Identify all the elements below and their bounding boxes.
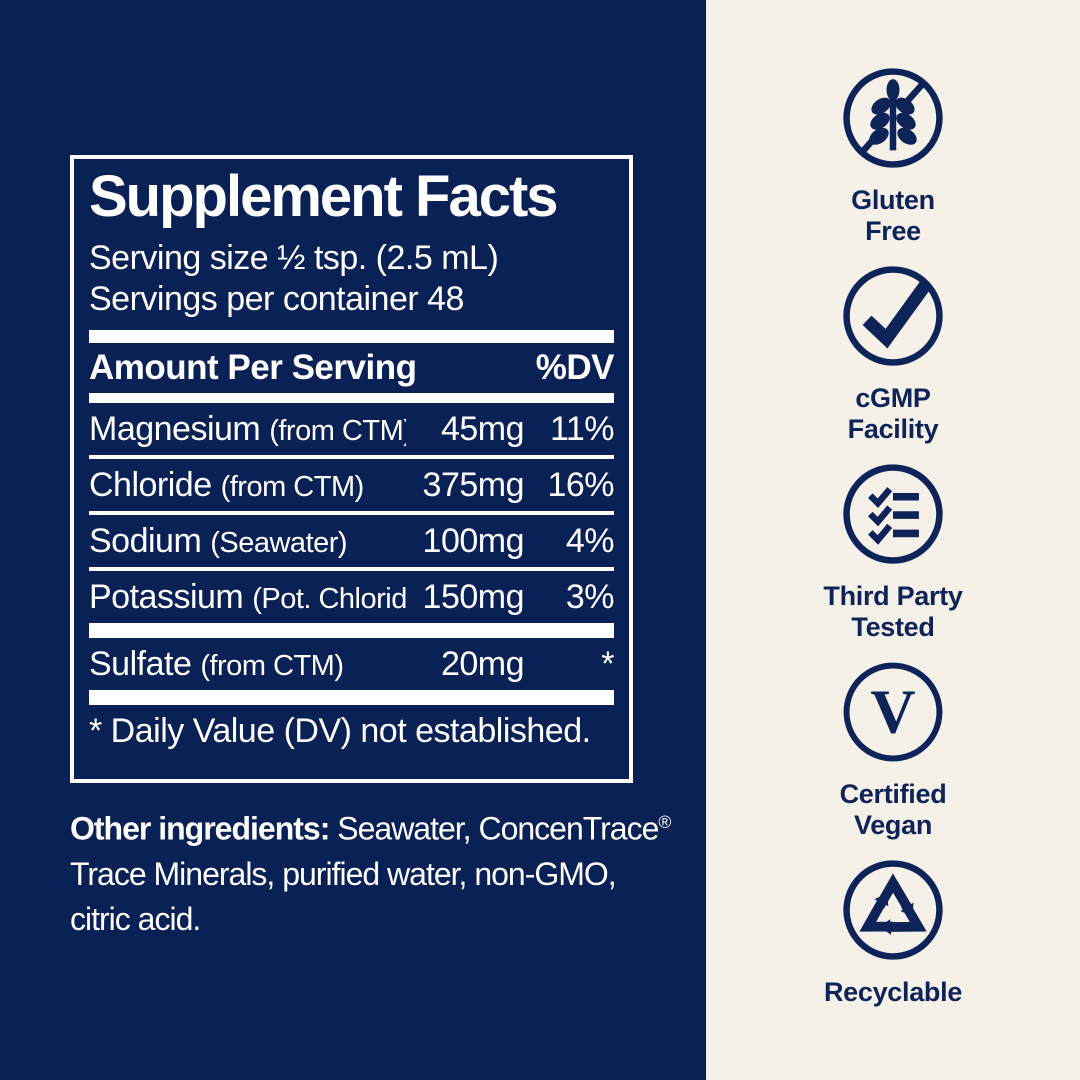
checklist-icon xyxy=(843,464,943,564)
divider-thick xyxy=(89,622,614,638)
gluten-free-icon xyxy=(843,68,943,168)
other-ingredients-label: Other ingredients: xyxy=(70,810,330,847)
badge-recyclable: Recyclable xyxy=(824,856,962,1054)
nutrient-source: (from CTM) xyxy=(220,470,365,503)
nutrient-name: Chloride xyxy=(89,465,212,504)
label-panel: Supplement Facts Serving size ½ tsp. (2.… xyxy=(0,0,706,1080)
checkmark-icon xyxy=(843,266,943,366)
nutrient-dv: * xyxy=(601,644,614,683)
serving-size: Serving size ½ tsp. (2.5 mL) xyxy=(89,238,499,277)
badge-label: Third Party Tested xyxy=(823,581,963,642)
nutrient-amount: 100mg xyxy=(422,521,525,560)
nutrient-dv: 4% xyxy=(565,521,615,560)
badge-label: Certified Vegan xyxy=(839,779,947,840)
dv-header: %DV xyxy=(535,347,615,387)
nutrient-row-sodium: Sodium (Seawater) 100mg 4% xyxy=(89,515,615,567)
nutrient-dv: 11% xyxy=(549,409,615,448)
badge-gluten-free: Gluten Free xyxy=(839,64,947,262)
nutrient-source: (from CTM) xyxy=(269,414,406,447)
nutrient-source: (from CTM) xyxy=(200,649,344,682)
nutrient-name: Sodium xyxy=(89,521,202,560)
nutrient-amount: 45mg xyxy=(440,409,525,448)
nutrient-dv: 16% xyxy=(547,465,614,504)
nutrient-source: (Pot. Chloride) xyxy=(252,582,406,615)
nutrient-row-potassium: Potassium (Pot. Chloride) 150mg 3% xyxy=(89,571,615,623)
badge-label: Gluten Free xyxy=(851,185,935,246)
facts-title: Supplement Facts xyxy=(89,164,559,229)
recycling-icon xyxy=(843,860,943,960)
nutrient-row-magnesium: Magnesium (from CTM) 45mg 11% xyxy=(89,403,615,455)
dv-footnote: * Daily Value (DV) not established. xyxy=(89,711,591,750)
supplement-facts-panel: Supplement Facts Serving size ½ tsp. (2.… xyxy=(70,155,633,783)
badge-third-party-tested: Third Party Tested xyxy=(823,460,963,658)
registered-mark: ® xyxy=(658,812,671,832)
facts-header-row: Amount Per Serving %DV xyxy=(89,343,615,393)
amount-per-serving-header: Amount Per Serving xyxy=(89,347,417,387)
badge-cgmp-facility: cGMP Facility xyxy=(839,262,947,460)
badge-label: cGMP Facility xyxy=(847,383,939,444)
divider-thin xyxy=(89,566,614,571)
divider-medium xyxy=(89,392,614,403)
nutrient-dv: 3% xyxy=(565,577,615,616)
nutrient-amount: 20mg xyxy=(440,644,525,683)
nutrient-amount: 375mg xyxy=(422,465,525,504)
divider-thin xyxy=(89,454,614,459)
other-ingredients: Other ingredients: Seawater, ConcenTrace… xyxy=(70,800,690,942)
nutrient-name: Sulfate xyxy=(89,644,192,683)
nutrient-amount: 150mg xyxy=(422,577,525,616)
other-ingredients-text: citric acid. xyxy=(70,900,201,937)
divider-thin xyxy=(89,510,614,515)
vegan-v-icon: V xyxy=(843,662,943,762)
badge-label: Recyclable xyxy=(823,977,963,1007)
badge-sidebar: Gluten Free cGMP Facility Third Party Te… xyxy=(706,0,1080,1080)
other-ingredients-text: Trace Minerals, purified water, non-GMO, xyxy=(70,855,617,892)
nutrient-row-chloride: Chloride (from CTM) 375mg 16% xyxy=(89,459,615,511)
nutrient-name: Magnesium xyxy=(89,409,261,448)
divider-thick xyxy=(89,689,614,705)
nutrient-name: Potassium xyxy=(89,577,244,616)
servings-per-container: Servings per container 48 xyxy=(89,279,464,318)
badge-certified-vegan: V Certified Vegan xyxy=(839,658,947,856)
other-ingredients-text: Seawater, ConcenTrace xyxy=(329,810,659,847)
vegan-v-glyph: V xyxy=(870,677,915,747)
nutrient-source: (Seawater) xyxy=(210,526,348,559)
nutrient-row-sulfate: Sulfate (from CTM) 20mg * xyxy=(89,638,615,690)
divider-thick xyxy=(89,329,614,343)
